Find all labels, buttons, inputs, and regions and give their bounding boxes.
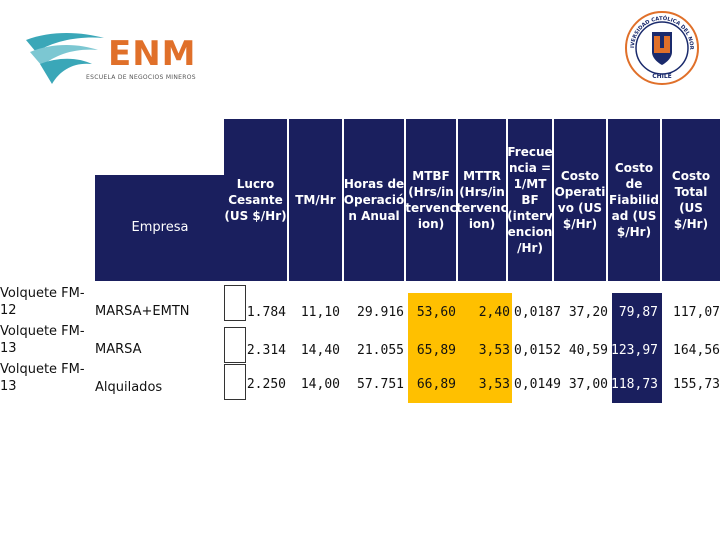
header-frecuencia: Frecue ncia = 1/MT BF (interv encion /Hr…: [508, 119, 552, 281]
svg-text:CHILE: CHILE: [652, 73, 672, 80]
row1-freq-extra: 0,0187: [514, 304, 561, 320]
header-mtbf: MTBF (Hrs/in tervenc ion): [406, 119, 456, 281]
row2-empresa: MARSA: [95, 342, 142, 357]
row2-costo-op: 40,59: [568, 342, 608, 358]
university-seal-icon: UNIVERSIDAD CATÓLICA DEL NORTE CHILE: [624, 10, 699, 85]
row1-tm-hr: 1.784: [246, 304, 286, 320]
row1-lucro-box: [224, 285, 246, 321]
header-horas-operacion: Horas de Operació n Anual: [344, 119, 404, 281]
row1-mtbf-val: 29.916: [357, 304, 404, 320]
row2-costo-total: 164,56: [673, 342, 720, 358]
row1-frecuencia: 2,40: [460, 293, 512, 331]
row3-freq-extra: 0,0149: [514, 376, 561, 392]
row2-horas: 14,40: [300, 342, 340, 358]
row2-mtbf-val: 21.055: [357, 342, 404, 358]
row2-costo-fiab: 123,97: [611, 331, 662, 369]
row3-horas: 14,00: [300, 376, 340, 392]
enm-subtitle: ESCUELA DE NEGOCIOS MINEROS: [86, 74, 196, 81]
row2-frecuencia: 3,53: [460, 331, 512, 369]
row1-costo-total: 117,07: [673, 304, 720, 320]
row1-horas: 11,10: [300, 304, 340, 320]
header-costo-operativo: Costo Operati vo (US $/Hr): [554, 119, 606, 281]
header-lucro-cesante: Lucro Cesante (US $/Hr): [224, 119, 287, 281]
row3-mtbf-val: 57.751: [357, 376, 404, 392]
row3-costo-total: 155,73: [673, 376, 720, 392]
row3-costo-op: 37,00: [568, 376, 608, 392]
row3-tm-hr: 2.250: [246, 376, 286, 392]
row3-mttr: 66,89: [408, 365, 460, 403]
row3-lucro-box: [224, 364, 246, 400]
row2-mttr: 65,89: [408, 331, 460, 369]
row2-equipo: Volquete FM- 13: [0, 324, 85, 356]
row1-costo-fiab: 79,87: [612, 293, 662, 331]
header-costo-total: Costo Total (US $/Hr): [662, 119, 720, 281]
row3-empresa: Alquilados: [95, 380, 163, 395]
row1-equipo: Volquete FM- 12: [0, 286, 85, 318]
row2-tm-hr: 2.314: [246, 342, 286, 358]
row2-freq-extra: 0,0152: [514, 342, 561, 358]
row1-empresa: MARSA+EMTN: [95, 304, 190, 319]
enm-logo: ENM ESCUELA DE NEGOCIOS MINEROS: [22, 22, 202, 92]
header-empresa: Empresa: [95, 175, 225, 281]
row1-mttr: 53,60: [408, 293, 460, 331]
row3-frecuencia: 3,53: [460, 365, 512, 403]
row3-equipo: Volquete FM- 13: [0, 362, 85, 394]
enm-brand-text: ENM: [108, 34, 197, 74]
row2-lucro-box: [224, 327, 246, 363]
enm-swoosh-icon: [26, 33, 104, 84]
header-costo-fiabilidad: Costo de Fiabilid ad (US $/Hr): [608, 119, 660, 281]
row1-costo-op: 37,20: [568, 304, 608, 320]
header-tm-hr: TM/Hr: [289, 119, 342, 281]
header-mttr: MTTR (Hrs/in tervenc ion): [458, 119, 506, 281]
row3-costo-fiab: 118,73: [611, 365, 662, 403]
